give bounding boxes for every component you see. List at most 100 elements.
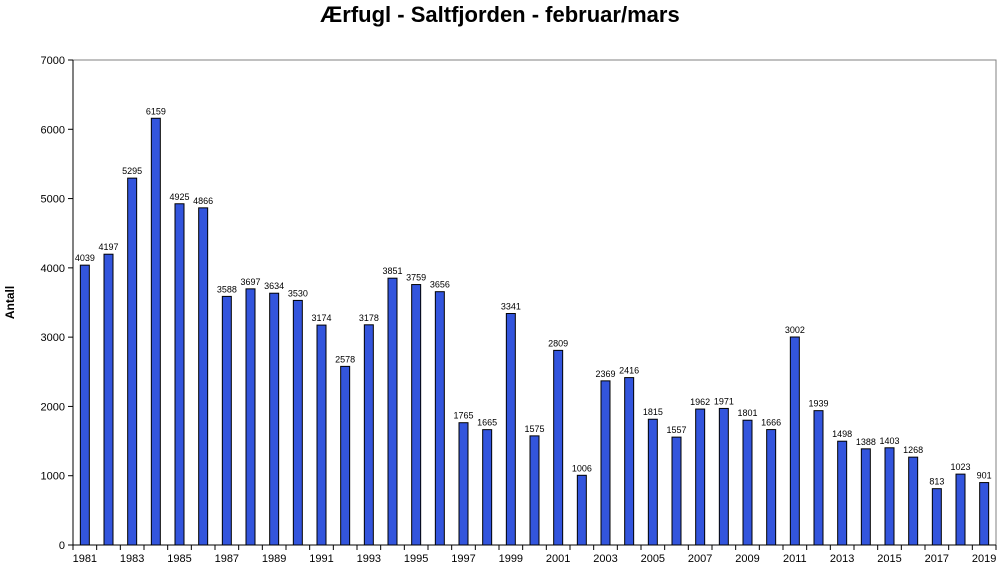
x-tick-label: 2005 [641, 553, 665, 563]
data-label: 1575 [524, 424, 544, 434]
data-label: 1665 [477, 418, 497, 428]
bar [316, 324, 327, 546]
x-tick-label: 2013 [830, 553, 854, 563]
data-label: 3530 [288, 288, 308, 298]
bar [600, 380, 611, 546]
bar [482, 429, 493, 546]
x-tick-label: 2015 [877, 553, 901, 563]
x-tick-label: 1989 [262, 553, 286, 563]
x-tick-label: 2011 [783, 553, 807, 563]
data-label: 3697 [240, 277, 260, 287]
bar [174, 203, 185, 546]
bar [387, 277, 398, 546]
x-tick-label: 1997 [451, 553, 475, 563]
y-tick-label: 1000 [41, 471, 65, 483]
bar [671, 436, 682, 546]
y-tick-label: 7000 [41, 55, 65, 67]
bar [695, 408, 706, 546]
x-tick-label: 2019 [972, 553, 996, 563]
bar [340, 365, 351, 546]
data-label: 3851 [382, 266, 402, 276]
data-label: 1815 [643, 407, 663, 417]
x-tick-label: 1981 [73, 553, 97, 563]
bar [553, 349, 564, 546]
bar [103, 253, 114, 546]
x-tick-label: 2003 [593, 553, 617, 563]
data-label: 4866 [193, 196, 213, 206]
bar [458, 422, 469, 546]
bar [79, 264, 90, 546]
x-tick-label: 1983 [120, 553, 144, 563]
data-label: 6159 [146, 106, 166, 116]
data-label: 1388 [856, 437, 876, 447]
data-label: 1939 [808, 399, 828, 409]
bar [766, 429, 777, 546]
data-label: 1801 [737, 408, 757, 418]
x-tick-label: 1995 [404, 553, 428, 563]
x-tick-label: 2001 [546, 553, 570, 563]
bar [813, 410, 824, 546]
bar [884, 447, 895, 546]
x-tick-label: 1999 [499, 553, 523, 563]
data-label: 3634 [264, 281, 284, 291]
bar [127, 177, 138, 546]
y-tick-label: 6000 [41, 124, 65, 136]
data-label: 1268 [903, 445, 923, 455]
y-axis-label: Antall [3, 286, 17, 319]
data-label: 3656 [430, 280, 450, 290]
data-label: 2369 [595, 369, 615, 379]
bar [363, 324, 374, 546]
data-label: 3174 [311, 313, 331, 323]
chart-title: Ærfugl - Saltfjorden - februar/mars [320, 2, 680, 27]
data-label: 1765 [453, 411, 473, 421]
bar [860, 448, 871, 546]
data-label: 4039 [75, 253, 95, 263]
bar [742, 419, 753, 546]
y-tick-label: 4000 [41, 263, 65, 275]
data-label: 1962 [690, 397, 710, 407]
bar [434, 291, 445, 546]
data-label: 3588 [217, 284, 237, 294]
bar [624, 377, 635, 546]
data-label: 2578 [335, 354, 355, 364]
data-label: 3759 [406, 273, 426, 283]
bar [647, 418, 658, 546]
x-tick-label: 2017 [925, 553, 949, 563]
bar [837, 440, 848, 546]
bar [576, 474, 587, 546]
data-label: 4197 [98, 242, 118, 252]
data-label: 1666 [761, 418, 781, 428]
data-label: 3002 [785, 325, 805, 335]
data-label: 1403 [879, 436, 899, 446]
bar [529, 435, 540, 546]
x-tick-label: 1987 [215, 553, 239, 563]
bar [221, 295, 232, 546]
data-label: 901 [977, 471, 992, 481]
x-tick-label: 2009 [735, 553, 759, 563]
data-label: 3341 [501, 302, 521, 312]
data-label: 5295 [122, 166, 142, 176]
y-tick-label: 5000 [41, 194, 65, 206]
bar [789, 336, 800, 546]
y-tick-label: 2000 [41, 401, 65, 413]
bar [505, 313, 516, 546]
bar [150, 117, 161, 546]
data-label: 1023 [950, 462, 970, 472]
bar [955, 473, 966, 546]
x-tick-label: 1985 [167, 553, 191, 563]
bar [411, 284, 422, 546]
y-tick-label: 3000 [41, 332, 65, 344]
x-tick-label: 1991 [309, 553, 333, 563]
data-label: 813 [929, 477, 944, 487]
bar [198, 207, 209, 546]
bar [931, 488, 942, 546]
data-label: 2809 [548, 338, 568, 348]
bar [245, 288, 256, 546]
data-label: 1498 [832, 429, 852, 439]
y-tick-label: 0 [59, 540, 65, 552]
bar [269, 292, 280, 546]
data-label: 1557 [666, 425, 686, 435]
bar [718, 407, 729, 546]
x-tick-label: 2007 [688, 553, 712, 563]
